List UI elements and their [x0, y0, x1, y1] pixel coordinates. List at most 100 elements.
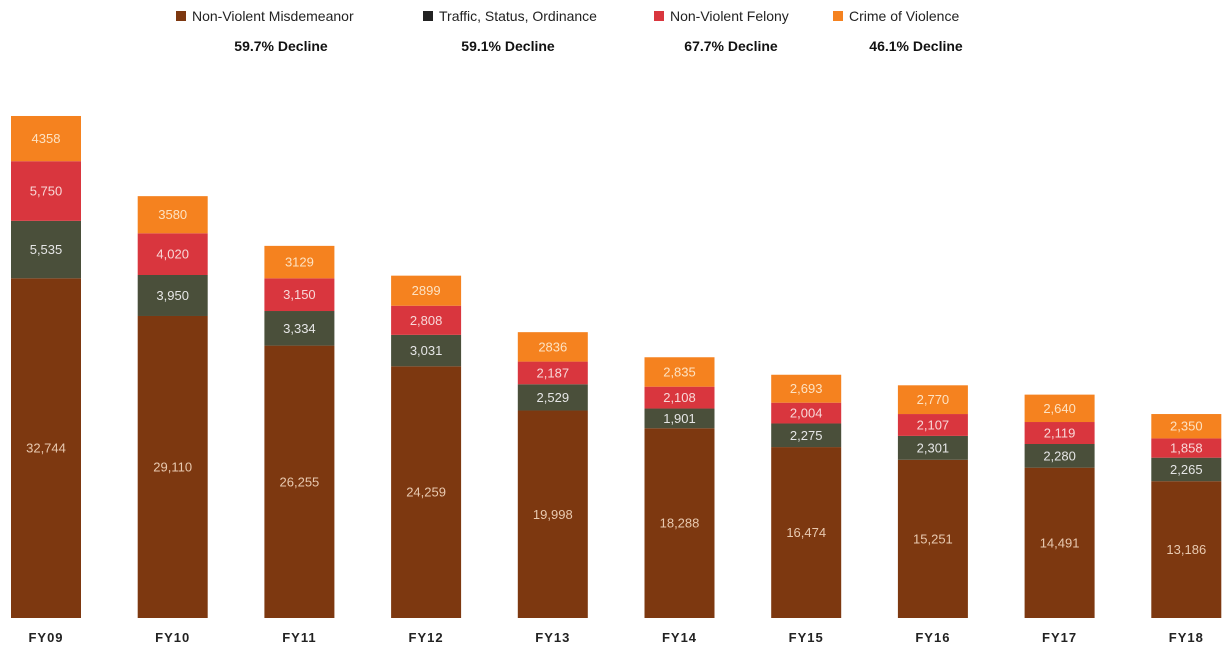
data-label-non-violent-felony-fy14: 2,108 [663, 390, 696, 405]
data-label-non-violent-felony-fy15: 2,004 [790, 406, 823, 421]
x-tick-label-fy09: FY09 [28, 630, 63, 645]
data-label-traffic-status-ordinance-fy18: 2,265 [1170, 462, 1203, 477]
bar-segment-non-violent-misdemeanor-fy15 [771, 447, 842, 618]
bar-segment-non-violent-felony-fy09 [11, 161, 81, 221]
data-label-crime-of-violence-fy14: 2,835 [663, 364, 696, 379]
bar-segment-non-violent-felony-fy14 [644, 386, 715, 409]
x-tick-label-fy13: FY13 [535, 630, 570, 645]
data-label-crime-of-violence-fy13: 2836 [538, 339, 567, 354]
data-label-non-violent-felony-fy16: 2,107 [917, 417, 950, 432]
bar-segment-non-violent-felony-fy10 [137, 233, 208, 276]
x-tick-label-fy10: FY10 [155, 630, 190, 645]
chart-legend: Non-Violent Misdemeanor Traffic, Status,… [0, 0, 1229, 60]
data-label-non-violent-felony-fy18: 1,858 [1170, 441, 1203, 456]
bar-segment-traffic-status-ordinance-fy11 [264, 311, 335, 346]
bar-segment-non-violent-felony-fy18 [1151, 438, 1222, 458]
decline-non-violent-felony: 67.7% Decline [684, 38, 778, 54]
bar-segment-traffic-status-ordinance-fy12 [391, 334, 462, 367]
data-label-crime-of-violence-fy18: 2,350 [1170, 419, 1203, 434]
data-label-crime-of-violence-fy10: 3580 [158, 207, 187, 222]
bar-segment-non-violent-felony-fy13 [517, 361, 588, 385]
bar-segment-crime-of-violence-fy18 [1151, 414, 1222, 439]
data-label-non-violent-felony-fy11: 3,150 [283, 287, 316, 302]
bar-segment-traffic-status-ordinance-fy14 [644, 408, 715, 429]
data-label-traffic-status-ordinance-fy14: 1,901 [663, 411, 696, 426]
bar-segment-non-violent-misdemeanor-fy16 [897, 459, 968, 618]
bar-segment-non-violent-felony-fy11 [264, 278, 335, 312]
decline-crime-of-violence: 46.1% Decline [869, 38, 963, 54]
bar-segment-non-violent-misdemeanor-fy10 [137, 315, 208, 618]
bar-segment-traffic-status-ordinance-fy16 [897, 435, 968, 460]
data-label-non-violent-misdemeanor-fy10: 29,110 [153, 459, 192, 474]
data-label-crime-of-violence-fy12: 2899 [412, 283, 441, 298]
legend-label-non-violent-misdemeanor: Non-Violent Misdemeanor [192, 8, 354, 24]
data-label-non-violent-misdemeanor-fy17: 14,491 [1040, 535, 1080, 550]
bar-segment-traffic-status-ordinance-fy09 [11, 220, 81, 279]
data-label-non-violent-felony-fy09: 5,750 [30, 184, 63, 199]
data-label-non-violent-misdemeanor-fy09: 32,744 [26, 441, 66, 456]
bar-segment-traffic-status-ordinance-fy17 [1024, 444, 1095, 468]
bar-segment-crime-of-violence-fy15 [771, 374, 842, 403]
x-tick-label-fy14: FY14 [662, 630, 697, 645]
legend-item-traffic-status-ordinance: Traffic, Status, Ordinance [423, 8, 597, 24]
bar-segment-non-violent-misdemeanor-fy18 [1151, 481, 1222, 618]
data-label-crime-of-violence-fy11: 3129 [285, 255, 314, 270]
legend-swatch-crime-of-violence [833, 11, 843, 21]
x-tick-label-fy11: FY11 [282, 630, 316, 645]
x-tick-label-fy15: FY15 [789, 630, 824, 645]
bar-segment-crime-of-violence-fy11 [264, 245, 335, 279]
legend-swatch-traffic-status-ordinance [423, 11, 433, 21]
x-tick-label-fy18: FY18 [1169, 630, 1204, 645]
bar-segment-non-violent-felony-fy12 [391, 305, 462, 335]
data-label-non-violent-felony-fy13: 2,187 [537, 365, 570, 380]
data-label-traffic-status-ordinance-fy12: 3,031 [410, 343, 443, 358]
bar-segment-crime-of-violence-fy10 [137, 196, 208, 234]
data-label-non-violent-misdemeanor-fy11: 26,255 [280, 474, 320, 489]
data-label-traffic-status-ordinance-fy09: 5,535 [30, 242, 63, 257]
bar-segment-non-violent-felony-fy16 [897, 414, 968, 436]
x-tick-label-fy16: FY16 [915, 630, 950, 645]
data-label-traffic-status-ordinance-fy15: 2,275 [790, 428, 823, 443]
legend-swatch-non-violent-misdemeanor [176, 11, 186, 21]
data-label-crime-of-violence-fy17: 2,640 [1043, 401, 1076, 416]
x-tick-label-fy12: FY12 [409, 630, 444, 645]
bar-segment-crime-of-violence-fy12 [391, 275, 462, 306]
data-label-non-violent-misdemeanor-fy12: 24,259 [406, 485, 446, 500]
bar-segment-traffic-status-ordinance-fy15 [771, 423, 842, 448]
bar-segment-crime-of-violence-fy13 [517, 332, 588, 362]
data-label-crime-of-violence-fy09: 4358 [32, 131, 61, 146]
bar-segment-crime-of-violence-fy14 [644, 357, 715, 387]
bar-segment-non-violent-misdemeanor-fy14 [644, 428, 715, 618]
bar-segment-crime-of-violence-fy16 [897, 385, 968, 415]
legend-item-crime-of-violence: Crime of Violence [833, 8, 959, 24]
legend-label-traffic-status-ordinance: Traffic, Status, Ordinance [439, 8, 597, 24]
data-label-non-violent-felony-fy12: 2,808 [410, 313, 443, 328]
data-label-non-violent-misdemeanor-fy15: 16,474 [786, 525, 826, 540]
decline-non-violent-misdemeanor: 59.7% Decline [234, 38, 328, 54]
bar-segment-traffic-status-ordinance-fy10 [137, 275, 208, 316]
legend-item-non-violent-felony: Non-Violent Felony [654, 8, 789, 24]
bar-segment-traffic-status-ordinance-fy18 [1151, 457, 1222, 482]
data-label-traffic-status-ordinance-fy10: 3,950 [156, 288, 189, 303]
bar-segment-non-violent-felony-fy15 [771, 402, 842, 424]
data-label-traffic-status-ordinance-fy16: 2,301 [917, 440, 950, 455]
decline-traffic-status-ordinance: 59.1% Decline [461, 38, 555, 54]
data-label-crime-of-violence-fy16: 2,770 [917, 392, 950, 407]
data-label-non-violent-felony-fy10: 4,020 [156, 247, 189, 262]
bar-segment-non-violent-misdemeanor-fy09 [11, 278, 81, 618]
bar-segment-crime-of-violence-fy09 [11, 115, 81, 162]
bar-segment-non-violent-misdemeanor-fy11 [264, 345, 335, 618]
bar-segment-traffic-status-ordinance-fy13 [517, 384, 588, 411]
legend-swatch-non-violent-felony [654, 11, 664, 21]
legend-item-non-violent-misdemeanor: Non-Violent Misdemeanor [176, 8, 354, 24]
data-label-crime-of-violence-fy15: 2,693 [790, 381, 823, 396]
bar-segment-non-violent-misdemeanor-fy17 [1024, 467, 1095, 618]
data-label-non-violent-misdemeanor-fy16: 15,251 [913, 531, 953, 546]
data-label-non-violent-misdemeanor-fy14: 18,288 [660, 516, 700, 531]
data-label-traffic-status-ordinance-fy13: 2,529 [537, 390, 570, 405]
legend-label-non-violent-felony: Non-Violent Felony [670, 8, 789, 24]
data-label-traffic-status-ordinance-fy11: 3,334 [283, 321, 316, 336]
data-label-non-violent-felony-fy17: 2,119 [1044, 426, 1076, 441]
bar-segment-non-violent-misdemeanor-fy13 [517, 410, 588, 618]
